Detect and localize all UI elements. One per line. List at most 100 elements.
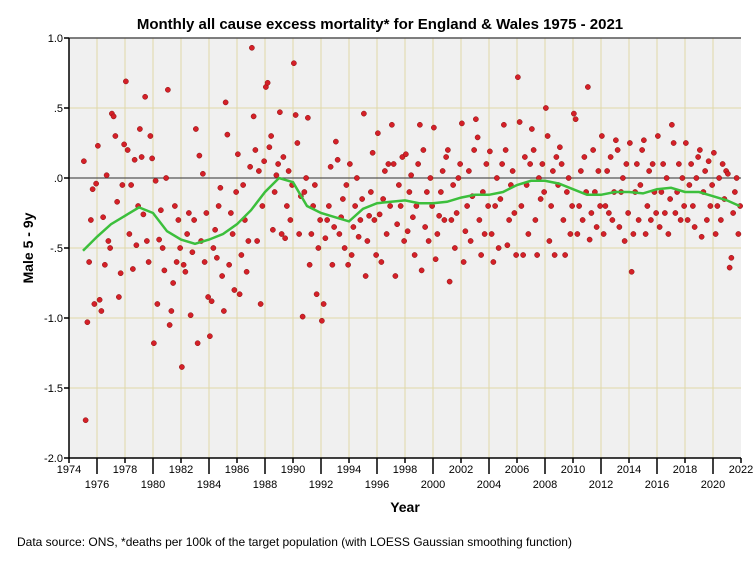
x-tick-label: 2002: [449, 464, 473, 476]
data-point: [186, 210, 192, 216]
data-point: [208, 298, 215, 305]
data-point: [478, 252, 484, 258]
data-point: [557, 144, 563, 151]
data-point: [466, 168, 472, 174]
data-point: [604, 168, 610, 174]
data-point: [114, 198, 120, 205]
data-point: [138, 154, 145, 160]
data-point: [191, 217, 197, 223]
data-point: [695, 154, 701, 160]
data-point: [130, 266, 136, 272]
data-point: [641, 137, 647, 144]
data-point: [149, 155, 155, 162]
y-tick-label: -.5: [50, 243, 63, 255]
data-point: [490, 259, 497, 265]
data-point: [599, 133, 605, 139]
data-point: [200, 170, 206, 177]
data-point: [579, 217, 586, 223]
data-point: [348, 252, 355, 258]
data-point: [462, 228, 469, 235]
data-point: [481, 231, 488, 237]
data-point: [553, 154, 560, 160]
data-point: [704, 217, 710, 223]
data-point: [574, 231, 581, 237]
data-point: [315, 245, 322, 251]
data-point: [432, 256, 439, 263]
x-tick-label: 2022: [729, 464, 753, 476]
data-point: [735, 231, 742, 237]
x-tick-label: 2012: [589, 479, 613, 491]
data-point: [105, 238, 112, 244]
data-point: [371, 217, 378, 223]
data-point: [616, 224, 623, 230]
data-point: [382, 168, 388, 174]
data-point: [607, 154, 614, 160]
data-point: [670, 140, 677, 146]
data-point: [137, 126, 143, 132]
x-tick-label: 1984: [197, 479, 221, 491]
data-point: [261, 158, 267, 165]
data-point: [350, 224, 357, 230]
data-point: [537, 196, 544, 202]
data-point: [102, 261, 108, 268]
data-point: [221, 308, 227, 314]
data-point: [170, 280, 176, 286]
data-point: [357, 217, 364, 223]
data-point: [131, 156, 138, 163]
data-point: [193, 126, 199, 132]
data-point: [597, 203, 603, 209]
data-point: [144, 238, 150, 244]
data-point: [445, 147, 451, 153]
data-point: [205, 294, 211, 300]
loess-line: [82, 176, 741, 252]
data-point: [434, 231, 441, 237]
data-point: [494, 175, 500, 181]
data-point: [324, 217, 330, 223]
data-point: [184, 231, 190, 237]
data-point: [410, 214, 416, 221]
data-point: [679, 175, 686, 181]
x-tick-label: 1998: [393, 464, 417, 476]
data-point: [361, 110, 367, 117]
data-point: [180, 261, 187, 268]
data-point: [492, 203, 498, 209]
y-tick-label: .5: [54, 103, 63, 115]
data-point: [569, 203, 575, 209]
data-point: [488, 231, 495, 237]
data-point: [359, 196, 365, 202]
data-point: [219, 273, 225, 279]
data-point: [203, 210, 210, 216]
data-point: [560, 217, 567, 223]
x-tick-label: 1974: [57, 464, 81, 476]
data-point: [158, 207, 164, 214]
data-point: [676, 161, 682, 167]
data-point: [250, 113, 257, 120]
data-point: [390, 161, 397, 167]
data-point: [177, 245, 183, 251]
data-point: [448, 217, 455, 223]
data-point: [649, 161, 656, 167]
data-point: [732, 189, 738, 195]
data-point: [352, 203, 358, 209]
data-point: [294, 140, 301, 146]
data-point: [285, 168, 292, 174]
data-point: [459, 120, 465, 127]
data-point: [256, 168, 262, 174]
data-point: [275, 161, 281, 167]
data-point: [264, 79, 271, 86]
y-tick-label: -2.0: [44, 453, 63, 465]
data-point: [126, 231, 133, 237]
data-point: [81, 158, 87, 165]
data-point: [602, 203, 609, 209]
data-point: [84, 319, 91, 326]
data-point: [621, 238, 628, 244]
data-point: [98, 308, 105, 314]
data-point: [299, 313, 306, 320]
data-point: [214, 254, 220, 261]
x-tick-label: 1982: [169, 464, 193, 476]
data-point: [194, 340, 201, 347]
data-point: [697, 147, 703, 153]
data-point: [224, 131, 231, 138]
data-point: [418, 267, 425, 274]
